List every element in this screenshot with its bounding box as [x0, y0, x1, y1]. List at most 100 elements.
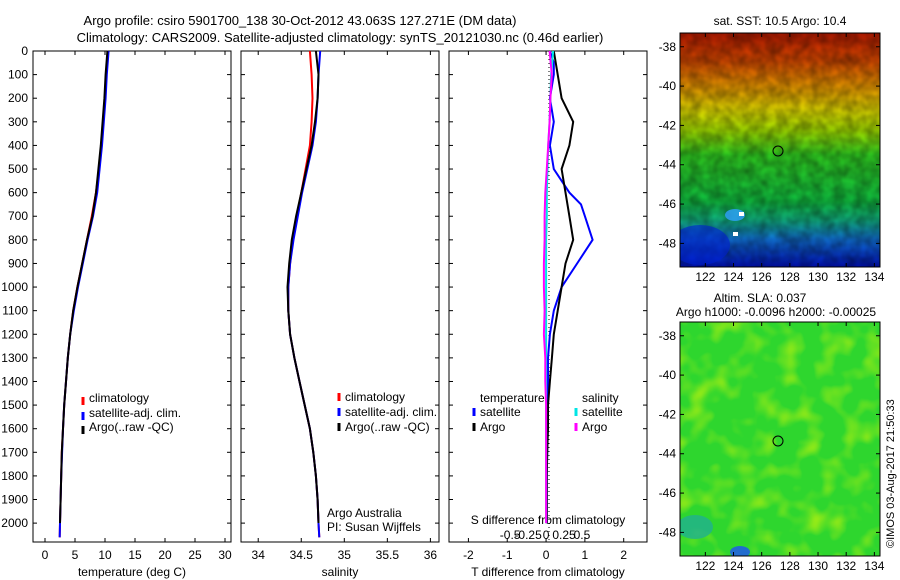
legend-t-argo: Argo	[480, 420, 506, 434]
s-tick-label: -0.25	[514, 528, 542, 542]
sst-map-frame	[679, 32, 881, 268]
temperature-x-axis: 0 5 10 15 20 25 30	[42, 51, 232, 562]
depth-tick-label: 0	[21, 44, 28, 58]
sst-cold-patch	[680, 225, 730, 265]
sst-map-axes: -38 -40 -42 -44 -46 -48 122 124 126 128 130 132 134	[659, 33, 885, 284]
depth-tick-label: 2000	[1, 516, 28, 530]
x-tick-label: 0	[543, 548, 550, 562]
salinity-lines	[286, 50, 322, 538]
lon-tick-label: 124	[724, 559, 744, 573]
lat-tick-label: -44	[659, 158, 677, 172]
x-tick-label: 2	[620, 548, 627, 562]
watermark: ©IMOS 03-Aug-2017 21:50:33	[885, 399, 897, 548]
lat-tick-label: -46	[659, 197, 677, 211]
lat-tick-label: -40	[659, 368, 677, 382]
depth-tick-label: 700	[8, 209, 28, 223]
lon-tick-label: 122	[695, 559, 715, 573]
series-satellite-adj-clim-	[58, 50, 110, 538]
x-tick-label: 20	[158, 548, 172, 562]
depth-tick-label: 1000	[1, 280, 28, 294]
depth-tick-label: 400	[8, 138, 28, 152]
depth-tick-label: 1500	[1, 398, 28, 412]
x-tick-label: 5	[72, 548, 79, 562]
lat-tick-label: -42	[659, 118, 677, 132]
difference-legend: temperature satellite Argo salinity sate…	[472, 391, 623, 434]
sla-map	[680, 322, 880, 556]
lon-tick-label: 132	[836, 270, 856, 284]
series-argo	[286, 50, 320, 524]
depth-tick-label: 800	[8, 233, 28, 247]
legend-salinity-title: salinity	[582, 391, 619, 405]
s-diff-label: S difference from climatology	[471, 513, 626, 527]
depth-tick-label: 1700	[1, 445, 28, 459]
s-tick-label: 0	[543, 528, 550, 542]
series-climatology	[58, 50, 109, 538]
t-diff-label: T difference from climatology	[471, 565, 625, 579]
lat-tick-label: -44	[659, 447, 677, 461]
header-line1: Argo profile: csiro 5901700_138 30-Oct-2…	[84, 13, 517, 28]
legend-s-satellite: satellite	[582, 405, 623, 419]
temperature-panel	[32, 50, 232, 543]
sla-map-subtitle: Argo h1000: -0.0096 h2000: -0.00025	[676, 305, 876, 319]
depth-tick-label: 200	[8, 91, 28, 105]
x-tick-label: 35.5	[376, 548, 400, 562]
depth-tick-label: 1400	[1, 374, 28, 388]
lat-tick-label: -42	[659, 407, 677, 421]
x-tick-label: 34.5	[290, 548, 314, 562]
depth-tick-label: 1100	[2, 304, 28, 318]
series-argo	[59, 50, 109, 524]
legend-s-argo: Argo	[582, 420, 608, 434]
missing-data-pixel	[733, 232, 738, 236]
lon-tick-label: 128	[780, 270, 800, 284]
x-tick-label: 35	[338, 548, 352, 562]
salinity-legend: climatology satellite-adj. clim. Argo(..…	[337, 390, 437, 434]
x-tick-label: 34	[252, 548, 266, 562]
difference-panel	[448, 50, 648, 543]
legend-temperature-title: temperature	[480, 391, 545, 405]
lon-tick-label: 124	[724, 270, 744, 284]
header-line2: Climatology: CARS2009. Satellite-adjuste…	[77, 30, 604, 45]
depth-tick-label: 1600	[1, 422, 28, 436]
lon-tick-label: 134	[864, 559, 884, 573]
depth-tick-label: 1200	[1, 327, 28, 341]
x-tick-label: 10	[98, 548, 112, 562]
x-tick-label: -1	[502, 548, 513, 562]
s-tick-label: -0.5	[500, 528, 521, 542]
x-tick-label: 30	[218, 548, 232, 562]
temperature-legend: climatology satellite-adj. clim. Argo(..…	[81, 391, 181, 434]
legend-satellite: satellite-adj. clim.	[345, 405, 437, 419]
temperature-xlabel: temperature (deg C)	[78, 565, 186, 579]
salinity-xlabel: salinity	[322, 565, 359, 579]
sla-map-title: Altim. SLA: 0.037	[714, 291, 807, 305]
credit-line2: PI: Susan Wijffels	[327, 520, 421, 534]
depth-axis: 0 100 200 300 400 500 600 700 800 900 1000 1100 1200…	[1, 44, 647, 530]
depth-tick-label: 1800	[1, 469, 28, 483]
lat-tick-label: -40	[659, 79, 677, 93]
depth-tick-label: 1900	[1, 493, 28, 507]
sst-map-title: sat. SST: 10.5 Argo: 10.4	[714, 14, 847, 28]
x-tick-label: -2	[463, 548, 474, 562]
lat-tick-label: -38	[659, 329, 677, 343]
sla-deep-low	[730, 546, 750, 556]
x-tick-label: 36	[424, 548, 438, 562]
series-temperature-satellite	[545, 50, 594, 524]
lon-tick-label: 132	[836, 559, 856, 573]
legend-argo: Argo(..raw -QC)	[89, 420, 174, 434]
sst-map	[680, 33, 880, 267]
lon-tick-label: 134	[864, 270, 884, 284]
float-location-marker	[772, 145, 784, 157]
s-tick-label: 0.25	[552, 528, 576, 542]
depth-tick-label: 1300	[1, 351, 28, 365]
legend-argo: Argo(..raw -QC)	[345, 420, 430, 434]
sla-texture	[680, 322, 880, 556]
sla-map-frame	[679, 321, 881, 557]
x-tick-label: 1	[582, 548, 589, 562]
x-tick-label: 0	[42, 548, 49, 562]
series-salinity-argo	[542, 50, 553, 524]
depth-tick-label: 900	[8, 256, 28, 270]
float-location-marker	[772, 435, 784, 447]
series-temperature-argo	[545, 50, 575, 524]
legend-climatology: climatology	[89, 391, 149, 405]
lon-tick-label: 130	[808, 270, 828, 284]
